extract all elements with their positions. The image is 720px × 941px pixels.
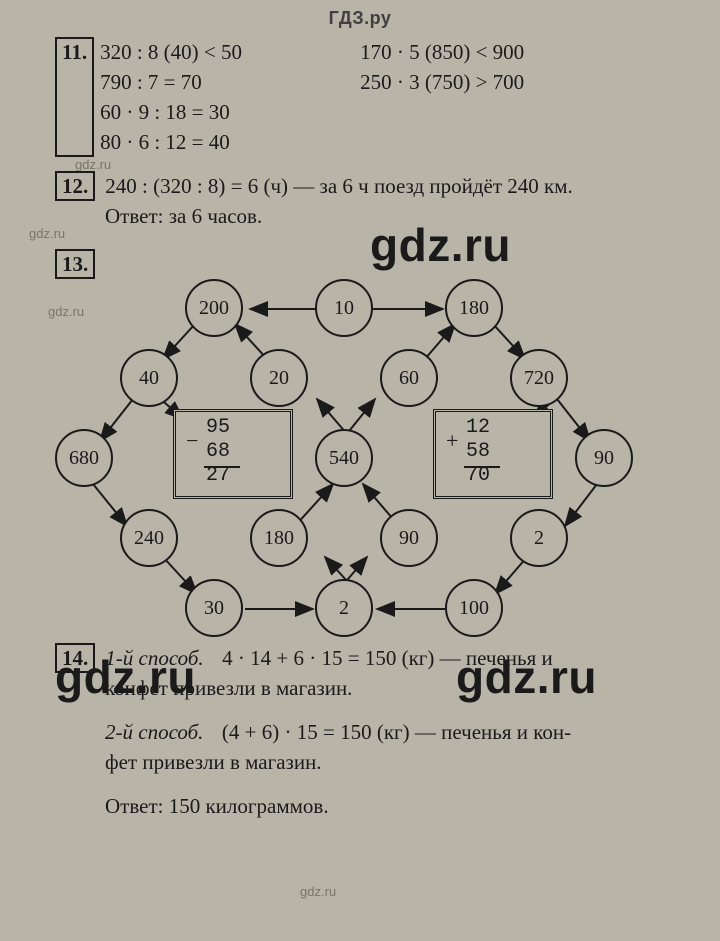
flow-diagram: 2001018040206072068054090240180902302100… [55, 279, 675, 629]
problem-14: 14. 1-й способ. 4 · 14 + 6 · 15 = 150 (к… [55, 643, 675, 821]
calc-sign: − [186, 428, 198, 454]
method-label: 2-й способ. [105, 720, 203, 744]
diagram-node: 10 [315, 279, 373, 337]
equation: 60 · 9 : 18 = 30 [100, 97, 360, 127]
diagram-node: 240 [120, 509, 178, 567]
solution-text [207, 720, 218, 744]
problem-number: 14. [55, 643, 95, 673]
diagram-node: 100 [445, 579, 503, 637]
calc-operand: 95 [206, 416, 230, 440]
watermark-small: gdz.ru [75, 157, 111, 172]
calc-box-left: − 95 68 27 [173, 409, 293, 499]
solution-text [208, 646, 219, 670]
diagram-node: 180 [250, 509, 308, 567]
equation: 790 : 7 = 70 [100, 67, 360, 97]
diagram-node: 180 [445, 279, 503, 337]
diagram-node: 40 [120, 349, 178, 407]
equation: 250 · 3 (750) > 700 [360, 67, 675, 97]
solution-text: конфет привезли в магазин. [55, 673, 675, 703]
solution-text: 4 · 14 + 6 · 15 = 150 (кг) — печенья и [222, 646, 553, 670]
site-header: ГДЗ.ру [0, 0, 720, 37]
equation: 80 · 6 : 12 = 40 [100, 127, 360, 157]
diagram-node: 2 [315, 579, 373, 637]
calc-divider [204, 466, 240, 468]
watermark-small: gdz.ru [29, 226, 65, 241]
diagram-node: 90 [575, 429, 633, 487]
diagram-node: 720 [510, 349, 568, 407]
calc-operand: 68 [206, 440, 230, 464]
equation: 320 : 8 (40) < 50 [100, 37, 360, 67]
diagram-node: 30 [185, 579, 243, 637]
method-label: 1-й способ. [105, 646, 203, 670]
diagram-node: 200 [185, 279, 243, 337]
watermark-small: gdz.ru [300, 884, 336, 899]
diagram-node: 2 [510, 509, 568, 567]
solution-text: фет привезли в магазин. [55, 747, 675, 777]
calc-divider [464, 466, 500, 468]
problem-13: 13. gdz.ru [55, 249, 675, 629]
diagram-node: 60 [380, 349, 438, 407]
answer-text: Ответ: за 6 часов. [55, 201, 675, 231]
diagram-node: 20 [250, 349, 308, 407]
diagram-node: 680 [55, 429, 113, 487]
solution-text: (4 + 6) · 15 = 150 (кг) — печенья и кон- [222, 720, 571, 744]
calc-sign: + [446, 428, 458, 454]
problem-11: 11. 320 : 8 (40) < 50 790 : 7 = 70 60 · … [55, 37, 675, 157]
problem-number: 11. [55, 37, 94, 157]
diagram-node: 540 [315, 429, 373, 487]
solution-text: 240 : (320 : 8) = 6 (ч) — за 6 ч поезд п… [105, 174, 573, 198]
calc-operand: 58 [466, 440, 490, 464]
calc-operand: 12 [466, 416, 490, 440]
calc-box-right: + 12 58 70 [433, 409, 553, 499]
equation: 170 · 5 (850) < 900 [360, 37, 675, 67]
problem-number: 12. [55, 171, 95, 201]
answer-text: Ответ: 150 килограммов. [55, 791, 675, 821]
problem-12: 12. 240 : (320 : 8) = 6 (ч) — за 6 ч пое… [55, 171, 675, 231]
diagram-node: 90 [380, 509, 438, 567]
problem-number: 13. [55, 249, 95, 279]
